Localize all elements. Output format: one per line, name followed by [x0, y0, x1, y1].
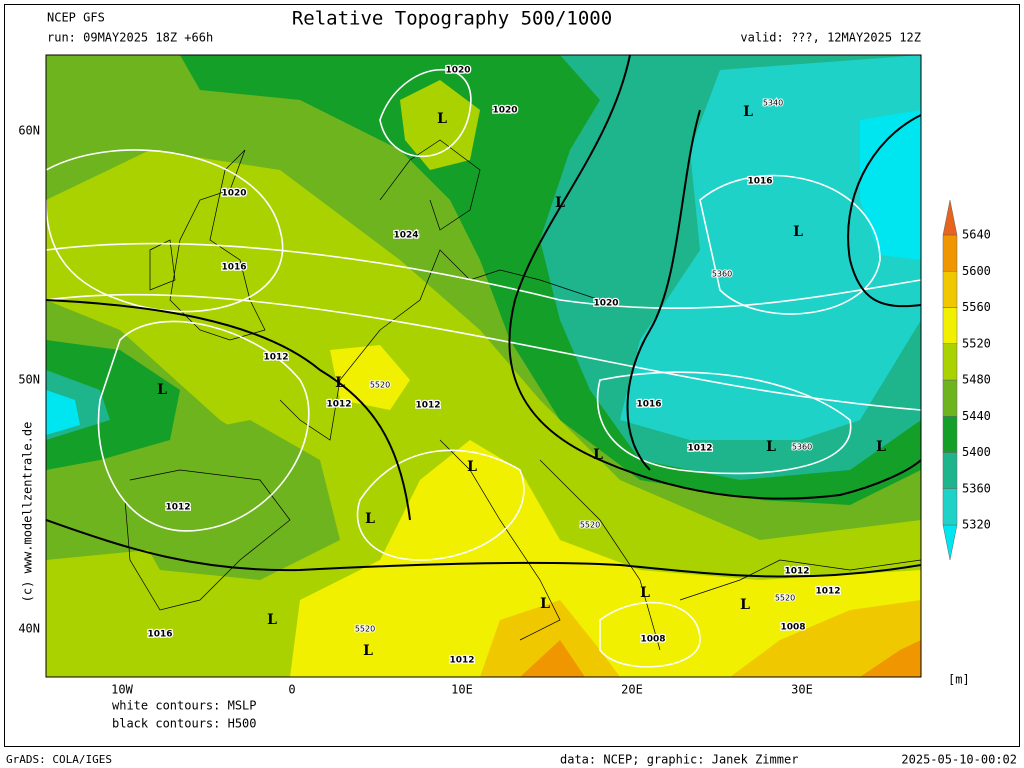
note: black contours: H500 — [112, 717, 257, 731]
longitude-label: 10E — [451, 683, 473, 697]
low-marker: L — [793, 224, 803, 240]
low-marker: L — [467, 459, 477, 475]
height-label: 5360 — [792, 443, 812, 452]
model-name: NCEP GFS — [47, 11, 105, 25]
height-field — [520, 640, 585, 677]
watermark: (c) www.modellzentrale.de — [21, 422, 35, 603]
mslp-contours — [46, 68, 921, 668]
colorbar-box — [942, 488, 958, 526]
longitude-label: 10W — [111, 683, 133, 697]
footer-timestamp: 2025-05-10-00:02 — [901, 753, 1017, 767]
colorbar-label: 5520 — [962, 336, 991, 350]
colorbar-label: 5320 — [962, 518, 991, 532]
pressure-label: 1020 — [593, 299, 618, 309]
pressure-label: 1016 — [636, 400, 661, 410]
height-field — [46, 340, 180, 470]
height-field — [730, 600, 921, 677]
colorbar-label: 5400 — [962, 445, 991, 459]
height-field — [120, 420, 340, 580]
height-field — [400, 80, 480, 170]
height-label: 5340 — [763, 99, 783, 108]
colorbar-end — [942, 524, 958, 561]
note: white contours: MSLP — [112, 699, 257, 713]
low-marker: L — [640, 585, 650, 601]
low-marker: L — [157, 382, 167, 398]
latitude-label: 40N — [18, 622, 40, 636]
low-marker: L — [437, 111, 447, 127]
colorbar-box — [942, 234, 958, 272]
pressure-label: 1012 — [415, 401, 440, 411]
colorbar-label: 5560 — [962, 300, 991, 314]
colorbar-label: 5360 — [962, 481, 991, 495]
pressure-label: 1016 — [747, 177, 772, 187]
height-label: 5520 — [370, 381, 390, 390]
map-border — [45, 54, 922, 678]
longitude-label: 20E — [621, 683, 643, 697]
pressure-label: 1024 — [393, 231, 418, 241]
low-marker: L — [365, 511, 375, 527]
map-title: Relative Topography 500/1000 — [292, 8, 612, 30]
low-marker: L — [267, 612, 277, 628]
height-field — [860, 640, 921, 677]
pressure-label: 1020 — [221, 189, 246, 199]
height-field — [46, 390, 80, 435]
pressure-label: 1012 — [165, 503, 190, 513]
colorbar-box — [942, 416, 958, 453]
footer-left: GrADS: COLA/IGES — [6, 753, 112, 766]
colorbar-label: 5480 — [962, 373, 991, 387]
height-label: 5520 — [580, 521, 600, 530]
colorbar-box — [942, 379, 958, 417]
low-marker: L — [593, 447, 603, 463]
map: 1020 1020 1020 1024 1016 1020 1012 1012 1012 1016… — [46, 55, 921, 677]
colorbar-box — [942, 452, 958, 489]
coastlines — [124, 139, 921, 651]
latitude-label: 50N — [18, 373, 40, 387]
height-field — [330, 345, 410, 410]
low-marker: L — [876, 439, 886, 455]
footer-credit: data: NCEP; graphic: Janek Zimmer — [560, 753, 798, 767]
colorbar-box — [942, 307, 958, 344]
height-label: 5520 — [775, 594, 795, 603]
low-marker: L — [335, 375, 345, 391]
colorbar-box — [942, 343, 958, 381]
pressure-label: 1008 — [780, 623, 805, 633]
colorbar-box — [942, 271, 958, 308]
pressure-label: 1012 — [449, 656, 474, 666]
height-field — [290, 440, 921, 677]
height-label: 5360 — [712, 270, 732, 279]
latitude-label: 60N — [18, 124, 40, 138]
pressure-label: 1008 — [640, 635, 665, 645]
pressure-label: 1012 — [815, 587, 840, 597]
low-marker: L — [743, 104, 753, 120]
pressure-label: 1012 — [687, 444, 712, 454]
longitude-label: 0 — [288, 683, 295, 697]
pressure-label: 1012 — [784, 567, 809, 577]
pressure-label: 1012 — [263, 353, 288, 363]
h500-contours — [46, 55, 921, 578]
run-info: run: 09MAY2025 18Z +66h — [47, 31, 213, 45]
longitude-label: 30E — [791, 683, 813, 697]
pressure-label: 1012 — [326, 400, 351, 410]
pressure-label: 1020 — [492, 106, 517, 116]
colorbar-label: 5640 — [962, 228, 991, 242]
colorbar-unit: [m] — [948, 673, 970, 687]
low-marker: L — [766, 439, 776, 455]
height-label: 5520 — [355, 625, 375, 634]
low-marker: L — [740, 597, 750, 613]
valid-info: valid: ???, 12MAY2025 12Z — [740, 31, 921, 45]
height-field — [860, 110, 921, 260]
pressure-label: 1016 — [221, 263, 246, 273]
low-marker: L — [555, 195, 565, 211]
pressure-label: 1016 — [147, 630, 172, 640]
colorbar-label: 5600 — [962, 264, 991, 278]
colorbar-end — [942, 199, 958, 236]
colorbar-label: 5440 — [962, 409, 991, 423]
height-field — [480, 600, 620, 677]
height-field — [620, 55, 921, 440]
low-marker: L — [540, 596, 550, 612]
low-marker: L — [363, 643, 373, 659]
frame — [4, 4, 1020, 747]
pressure-label: 1020 — [445, 66, 470, 76]
